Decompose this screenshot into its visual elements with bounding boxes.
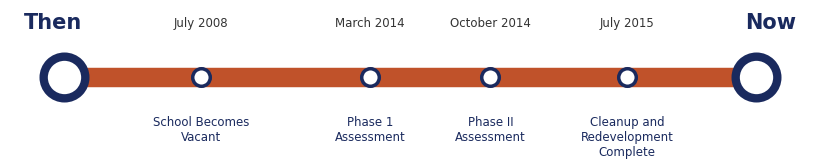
Point	[483, 76, 496, 78]
Text: July 2015: July 2015	[599, 17, 654, 30]
Text: School Becomes
Vacant: School Becomes Vacant	[152, 116, 249, 144]
Point	[58, 76, 71, 78]
Text: October 2014: October 2014	[450, 17, 530, 30]
Point	[748, 76, 761, 78]
Text: July 2008: July 2008	[174, 17, 229, 30]
Text: Cleanup and
Redevelopment
Complete: Cleanup and Redevelopment Complete	[580, 116, 672, 159]
Text: Then: Then	[25, 13, 83, 33]
Point	[194, 76, 207, 78]
Text: Now: Now	[744, 13, 794, 33]
Point	[620, 76, 633, 78]
Text: March 2014: March 2014	[335, 17, 404, 30]
Text: Phase II
Assessment: Phase II Assessment	[455, 116, 525, 144]
Point	[363, 76, 376, 78]
Text: Phase 1
Assessment: Phase 1 Assessment	[334, 116, 405, 144]
